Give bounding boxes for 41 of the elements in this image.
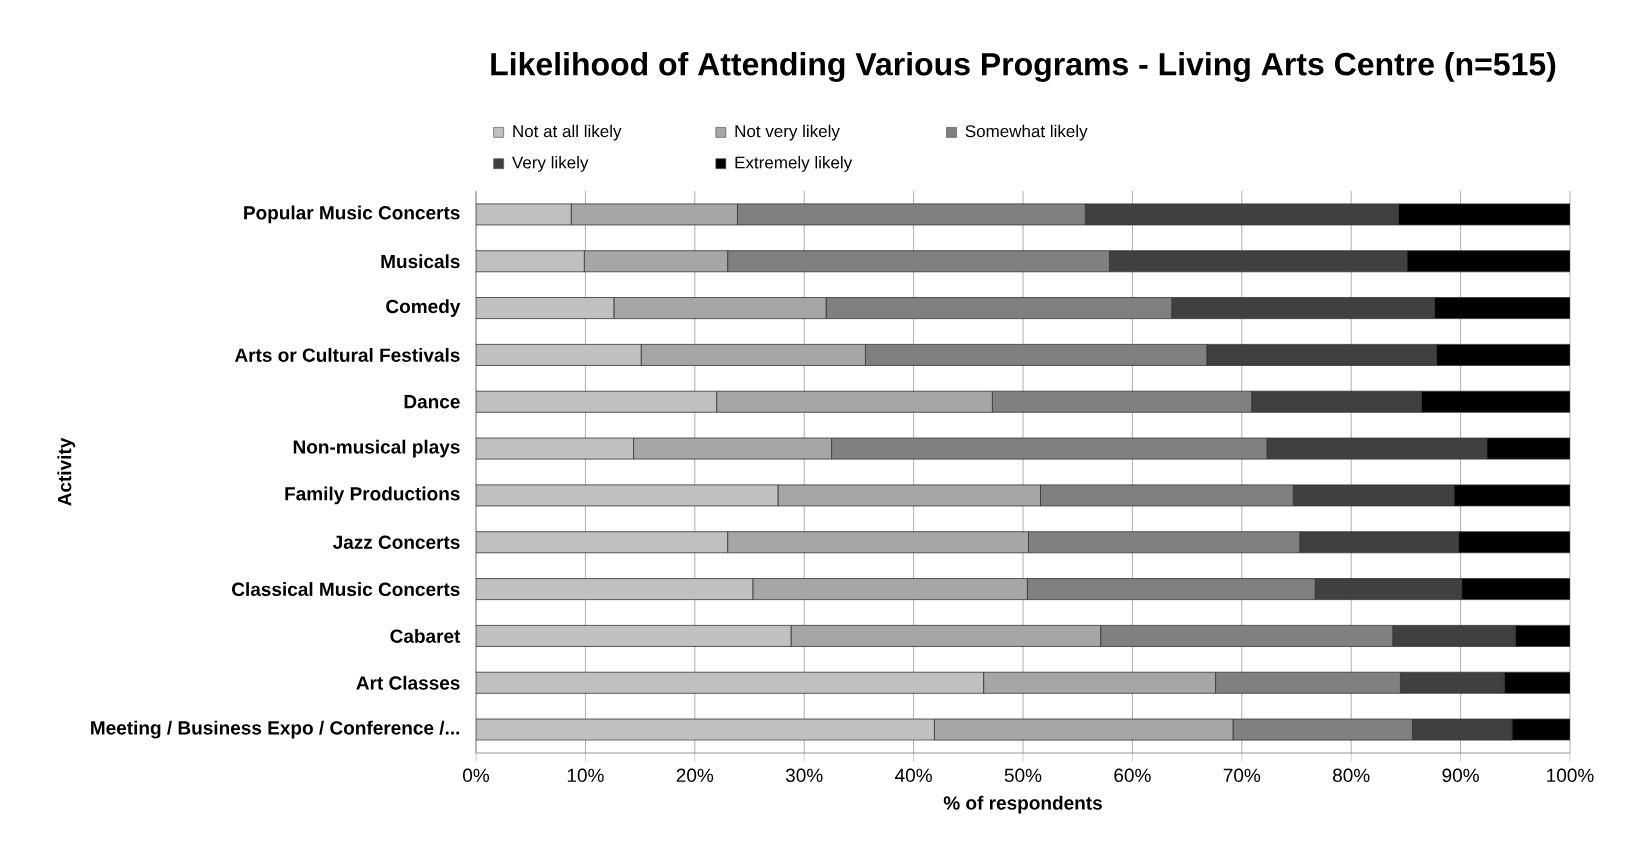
x-tick-label: 20% [676,768,714,783]
bar [476,578,754,601]
x-tick-label: 0% [463,768,490,783]
x-tick-label: 40% [895,768,932,783]
bar [476,484,779,507]
y-tick-label: Musicals [381,254,460,269]
y-tick-label: Classical Music Concerts [232,582,460,597]
y-axis-title: Activity [57,437,76,506]
y-tick-label: Meeting / Business Expo / Conference /... [91,720,460,739]
x-tick-label: 80% [1333,768,1370,783]
bar [476,297,615,320]
bar [476,671,985,694]
legend-label: Very likely [512,156,589,172]
bar [476,390,718,413]
y-tick-label: Jazz Concerts [332,535,460,549]
x-axis-title: % of respondents [943,795,1102,814]
bar [476,718,935,741]
legend-label: Not at all likely [513,124,622,141]
bar [476,624,792,647]
legend-label: Extremely likely [735,156,853,172]
y-tick-label: Popular Music Concerts [244,205,460,224]
bar [476,531,729,554]
y-tick-label: Comedy [386,299,461,317]
y-tick-label: Dance [404,395,460,409]
legend-label: Not very likely [735,124,840,141]
x-tick-label: 60% [1114,768,1151,783]
y-tick-label: Cabaret [390,628,461,643]
y-tick-label: Family Productions [285,486,460,505]
x-tick-label: 100% [1547,768,1594,783]
x-tick-label: 50% [1004,768,1042,783]
x-tick-label: 10% [567,768,604,783]
y-tick-label: Art Classes [356,675,460,690]
bar [476,250,585,273]
x-tick-label: 30% [785,768,823,783]
x-tick-label: 90% [1442,768,1479,783]
y-tick-label: Arts or Cultural Festivals [234,347,460,362]
bar [476,343,642,366]
y-tick-label: Non-musical plays [293,439,460,458]
legend-label: Somewhat likely [965,124,1088,141]
x-tick-label: 70% [1223,768,1261,783]
chart-title: Likelihood of Attending Various Programs - Living Arts Centre (n=515) [491,51,1556,82]
